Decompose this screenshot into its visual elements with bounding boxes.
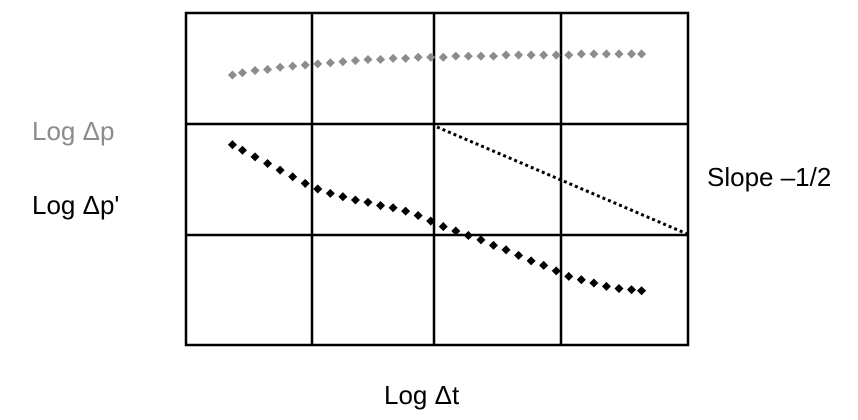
- series-1-point: [313, 59, 323, 69]
- series-2-point: [601, 281, 611, 291]
- series-1-point: [514, 50, 524, 60]
- series-1-point: [375, 54, 386, 65]
- x-axis-label: Log Δt: [384, 380, 460, 410]
- series-2-point: [350, 195, 360, 205]
- series-2-point: [637, 286, 647, 296]
- series-2-point: [313, 184, 323, 194]
- slope-annotation: Slope –1/2: [707, 162, 832, 192]
- series-2-point: [539, 260, 549, 270]
- series-2-point: [338, 192, 348, 202]
- series-1-point: [237, 68, 248, 78]
- series-1-point: [589, 49, 599, 59]
- series-1-point: [526, 50, 536, 60]
- series-2-point: [388, 203, 398, 213]
- series-1-point: [250, 66, 260, 76]
- series-2-point: [325, 188, 335, 198]
- series-2-point: [401, 206, 411, 216]
- series-2-point: [363, 197, 373, 207]
- series-2-point: [288, 172, 298, 182]
- series-2-point: [413, 210, 423, 221]
- series-2-point: [626, 285, 637, 295]
- series-1-point: [463, 51, 473, 61]
- series-2-point: [501, 245, 511, 255]
- series-1-point: [275, 62, 285, 72]
- series-1-point: [438, 52, 448, 62]
- y-axis-label-derivative: Log Δp': [32, 190, 120, 220]
- series-2-point: [589, 278, 599, 288]
- series-2-point: [564, 271, 574, 281]
- series-1-point: [601, 49, 611, 59]
- series-2-point: [463, 230, 473, 240]
- y-axis-label-pressure: Log Δp: [32, 116, 115, 146]
- series-1-point: [626, 49, 637, 59]
- series-1-point: [401, 53, 411, 63]
- series-1-point: [451, 51, 461, 61]
- series-2-point: [263, 158, 273, 169]
- series-1-point: [476, 51, 486, 61]
- series-1-point: [263, 64, 273, 74]
- series-2-point: [551, 266, 561, 276]
- series-2-point: [526, 256, 536, 266]
- plot-frame: [184, 11, 690, 347]
- series-1-point: [325, 58, 335, 68]
- series-2-point: [227, 140, 237, 150]
- series-1-point: [551, 50, 561, 60]
- series-1-point: [501, 50, 511, 60]
- series-2-point: [375, 201, 386, 211]
- series-2-point: [576, 275, 586, 285]
- series-1-point: [300, 60, 310, 70]
- series-1-point: [338, 57, 348, 67]
- series-1-point: [539, 50, 549, 60]
- series-1-point: [564, 50, 574, 60]
- series-1-point: [413, 52, 423, 62]
- series-1-point: [576, 49, 586, 59]
- series-1-point: [363, 54, 373, 65]
- series-2-point: [488, 240, 499, 250]
- series-1-point: [350, 56, 360, 66]
- series-2-point: [514, 250, 524, 260]
- series-2-point: [275, 165, 285, 175]
- series-1-point: [288, 61, 298, 71]
- series-1-point: [488, 51, 499, 61]
- series-2-point: [237, 145, 248, 155]
- series-2-point: [250, 152, 260, 162]
- series-1-point: [227, 70, 237, 80]
- series-2-point: [614, 284, 624, 294]
- series-2-point: [300, 178, 310, 188]
- series-1-point: [388, 53, 398, 63]
- series-2-point: [476, 235, 486, 245]
- series-1-point: [637, 49, 647, 59]
- series-2-point: [438, 222, 448, 232]
- slope-line: [436, 125, 689, 236]
- series-1-point: [614, 49, 624, 59]
